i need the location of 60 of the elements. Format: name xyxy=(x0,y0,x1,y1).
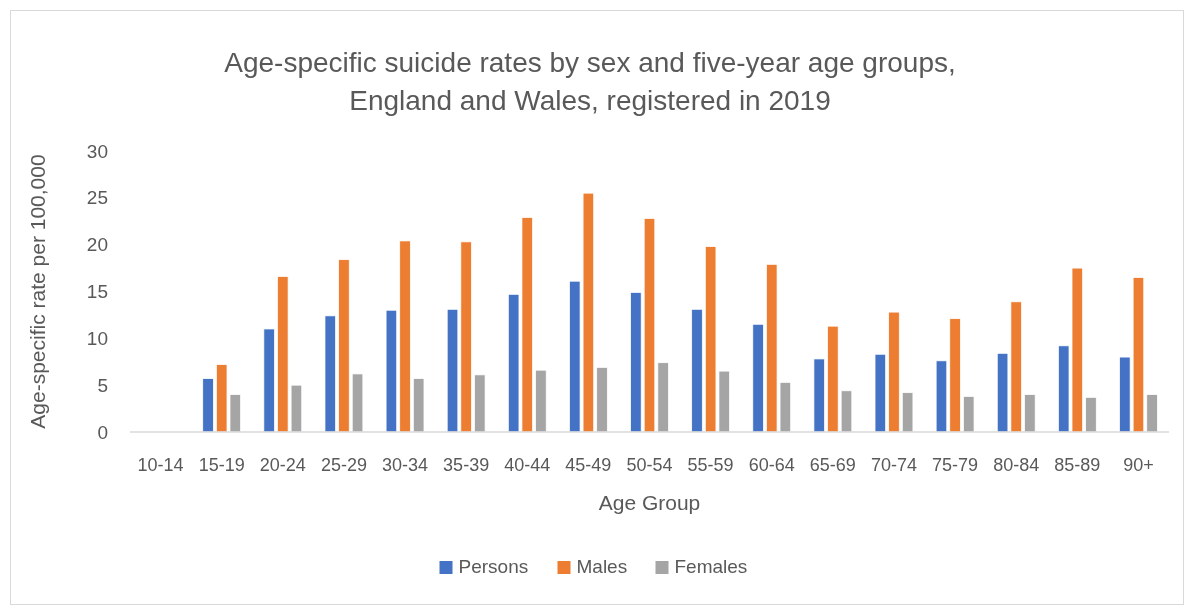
y-tick-label: 0 xyxy=(97,421,108,443)
bar xyxy=(460,241,472,433)
y-tick-label: 5 xyxy=(97,374,108,396)
bar xyxy=(446,308,459,433)
bar xyxy=(596,366,608,433)
x-tick-label: 30-34 xyxy=(382,455,429,475)
x-tick-label: 90+ xyxy=(1123,455,1154,475)
bar xyxy=(630,292,642,433)
bar xyxy=(752,323,764,433)
bar xyxy=(874,353,887,433)
bar xyxy=(385,309,398,433)
y-tick-label: 10 xyxy=(86,327,108,349)
y-tick-label: 15 xyxy=(86,281,108,303)
bar xyxy=(1146,394,1158,433)
x-tick-label: 70-74 xyxy=(870,455,917,475)
bar xyxy=(1085,396,1097,433)
bar xyxy=(351,373,364,433)
legend-label: Females xyxy=(674,556,748,577)
x-tick-label: 75-79 xyxy=(932,455,979,475)
bar xyxy=(888,311,900,433)
x-tick-label: 55-59 xyxy=(687,455,734,475)
bar xyxy=(901,392,914,433)
y-tick-label: 20 xyxy=(86,234,108,256)
bar xyxy=(691,308,703,433)
y-tick-label: 25 xyxy=(86,187,108,209)
legend-label: Males xyxy=(576,556,628,577)
legend-label: Persons xyxy=(458,556,529,577)
bar xyxy=(338,259,350,433)
bar xyxy=(813,358,825,433)
bar xyxy=(935,360,948,433)
x-tick-label: 80-84 xyxy=(993,455,1040,475)
bar xyxy=(657,362,669,433)
x-axis-title: Age Group xyxy=(598,491,701,514)
x-tick-label: 50-54 xyxy=(626,455,673,475)
y-axis-title: Age-specific rate per 100,000 xyxy=(26,154,49,429)
chart-title: Age-specific suicide rates by sex and five-year age groups, England and Wales, registered in 2019 xyxy=(224,47,956,116)
bar xyxy=(412,378,425,433)
x-tick-label: 65-69 xyxy=(809,455,856,475)
x-tick-label: 40-44 xyxy=(504,455,551,475)
x-tick-label: 60-64 xyxy=(748,455,795,475)
bar xyxy=(263,328,275,433)
bar xyxy=(827,325,839,433)
x-tick-label: 35-39 xyxy=(443,455,490,475)
bar xyxy=(324,315,336,433)
bar xyxy=(1024,394,1036,433)
x-tick-label: 25-29 xyxy=(320,455,367,475)
x-tick-label: 15-19 xyxy=(198,455,245,475)
bar xyxy=(399,240,411,433)
x-tick-label: 10-14 xyxy=(137,455,184,475)
bar xyxy=(963,396,975,433)
x-tick-label: 20-24 xyxy=(259,455,306,475)
x-tick-label: 45-49 xyxy=(565,455,612,475)
bar xyxy=(535,369,547,433)
bar xyxy=(643,218,656,433)
bar xyxy=(949,318,961,433)
bar xyxy=(840,390,853,433)
x-tick-label: 85-89 xyxy=(1054,455,1101,475)
y-tick-label: 30 xyxy=(86,140,108,162)
bar xyxy=(474,374,486,433)
bar xyxy=(202,378,214,433)
